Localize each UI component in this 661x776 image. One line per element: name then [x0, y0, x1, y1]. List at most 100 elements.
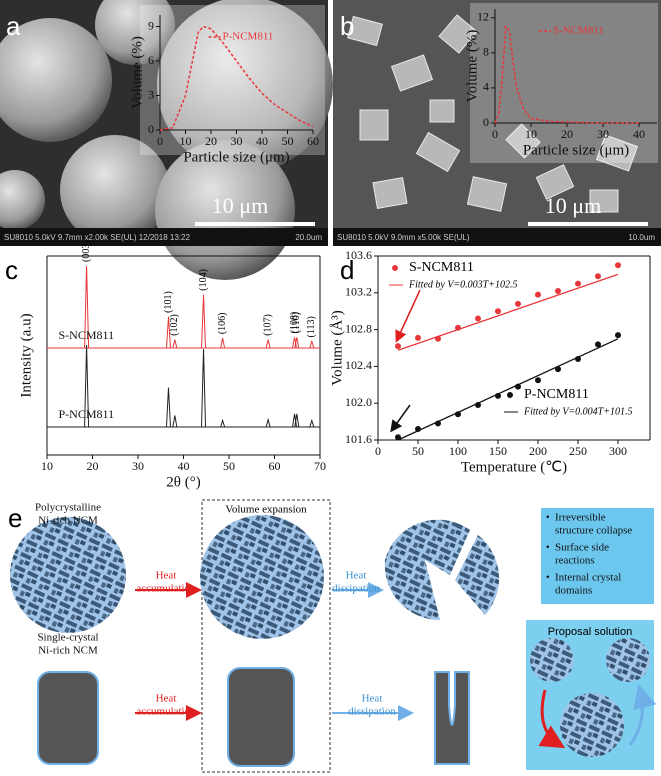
- y-tick-label: 103.6: [345, 248, 372, 262]
- schematic-label: Ni-rich NCM: [38, 645, 98, 657]
- data-point: [415, 334, 421, 341]
- cracked-single-crystal: [434, 671, 470, 765]
- x-axis-label: Particle size (μm): [523, 142, 629, 158]
- sem-info: SU8010 5.0kV 9.7mm x2.00k SE(UL) 12/2018…: [4, 233, 190, 242]
- data-point: [535, 291, 541, 298]
- panel-label: b: [340, 11, 354, 41]
- data-point: [615, 262, 621, 269]
- xrd-peak: [309, 418, 315, 428]
- x-tick-label: 30: [231, 134, 243, 148]
- peak-label: (102): [169, 314, 180, 336]
- peak-label: (104): [198, 269, 209, 291]
- fit-label: Fitted by V=0.004T+101.5: [523, 406, 633, 417]
- y-axis-label: Volume (Å³): [329, 310, 345, 385]
- x-axis-label: Particle size (μm): [183, 149, 289, 165]
- bullet: •: [546, 542, 550, 553]
- data-point: [515, 383, 521, 390]
- x-tick-label: 100: [449, 444, 467, 458]
- peak-label: (101): [163, 291, 174, 313]
- scale-bar-label: 10 μm: [545, 193, 601, 218]
- arrow: [390, 404, 411, 433]
- peak-label: (108): [289, 312, 300, 334]
- xrd-peak: [309, 339, 315, 349]
- data-point: [395, 434, 401, 441]
- heat-label: Heat: [156, 693, 177, 705]
- arrow: [395, 289, 421, 343]
- y-tick-label: 3: [148, 87, 154, 101]
- issues-box: [541, 508, 654, 604]
- bullet: •: [546, 572, 550, 583]
- sem-field: 10.0um: [628, 233, 655, 242]
- series-label: P-NCM811: [59, 407, 115, 421]
- peak-label: (110): [291, 312, 302, 333]
- xrd-peak: [220, 418, 226, 428]
- heat-label: dissipation: [348, 706, 396, 718]
- y-tick-label: 4: [483, 80, 489, 94]
- heat-label: Heat: [156, 570, 177, 582]
- single-crystal: [37, 671, 99, 765]
- xrd-peak: [201, 294, 207, 349]
- heat-label: Heat: [362, 693, 383, 705]
- y-tick-label: 6: [148, 53, 154, 67]
- xrd-peak: [165, 387, 171, 428]
- y-tick-label: 12: [477, 10, 489, 24]
- y-axis-label: Volume (%): [464, 30, 480, 103]
- expanded-single-crystal: [227, 667, 295, 767]
- data-point: [595, 341, 601, 348]
- x-tick-label: 0: [375, 444, 381, 458]
- schematic-label: Polycrystalline: [35, 502, 101, 514]
- issue-text: structure collapse: [555, 525, 632, 537]
- xrd-peak: [265, 339, 271, 349]
- y-tick-label: 8: [483, 45, 489, 59]
- data-point: [475, 402, 481, 409]
- x-tick-label: 20: [205, 134, 217, 148]
- data-point: [555, 366, 561, 373]
- x-tick-label: 40: [256, 134, 268, 148]
- x-tick-label: 150: [489, 444, 507, 458]
- fit-line: [397, 338, 619, 441]
- data-point: [455, 411, 461, 418]
- legend-label: S-NCM811: [409, 260, 474, 275]
- panel-label: e: [8, 503, 22, 533]
- x-tick-label: 200: [529, 444, 547, 458]
- proposal-title: Proposal solution: [548, 626, 632, 638]
- xrd-peak: [84, 344, 90, 428]
- data-point: [575, 280, 581, 287]
- proposal-particle: [560, 693, 624, 757]
- xrd-peak: [172, 339, 178, 349]
- arrow: [538, 689, 566, 749]
- peak-label: (106): [217, 312, 228, 334]
- xrd-peak: [265, 417, 271, 428]
- legend-label: P-NCM811: [524, 387, 589, 402]
- data-point: [475, 315, 481, 322]
- x-tick-label: 70: [314, 459, 326, 473]
- series-label: S-NCM811: [59, 328, 115, 342]
- legend-label: P-NCM811: [223, 31, 274, 43]
- x-axis-label: Temperature (℃): [461, 459, 567, 475]
- xrd-peak: [201, 349, 207, 428]
- data-point: [495, 308, 501, 315]
- scale-bar-label: 10 μm: [212, 193, 268, 218]
- fit-line: [397, 273, 619, 351]
- data-point: [455, 324, 461, 331]
- issue-text: Surface side: [555, 542, 609, 554]
- scale-bar: [528, 222, 648, 226]
- y-tick-label: 102.4: [345, 358, 372, 372]
- y-axis-label: Intensity (a.u): [18, 313, 34, 397]
- sem-image-a: [0, 0, 333, 280]
- y-tick-label: 102.0: [345, 395, 372, 409]
- x-tick-label: 10: [180, 134, 192, 148]
- x-tick-label: 50: [223, 459, 235, 473]
- xrd-peak: [84, 265, 90, 349]
- x-tick-label: 20: [87, 459, 99, 473]
- panel-label: d: [340, 255, 354, 285]
- x-tick-label: 50: [282, 134, 294, 148]
- distribution-line: [494, 24, 639, 124]
- expanded-particle: [200, 515, 324, 639]
- xrd-peak: [294, 413, 300, 428]
- xrd-peak: [165, 316, 171, 349]
- peak-label: (113): [306, 316, 317, 337]
- data-point: [395, 343, 401, 350]
